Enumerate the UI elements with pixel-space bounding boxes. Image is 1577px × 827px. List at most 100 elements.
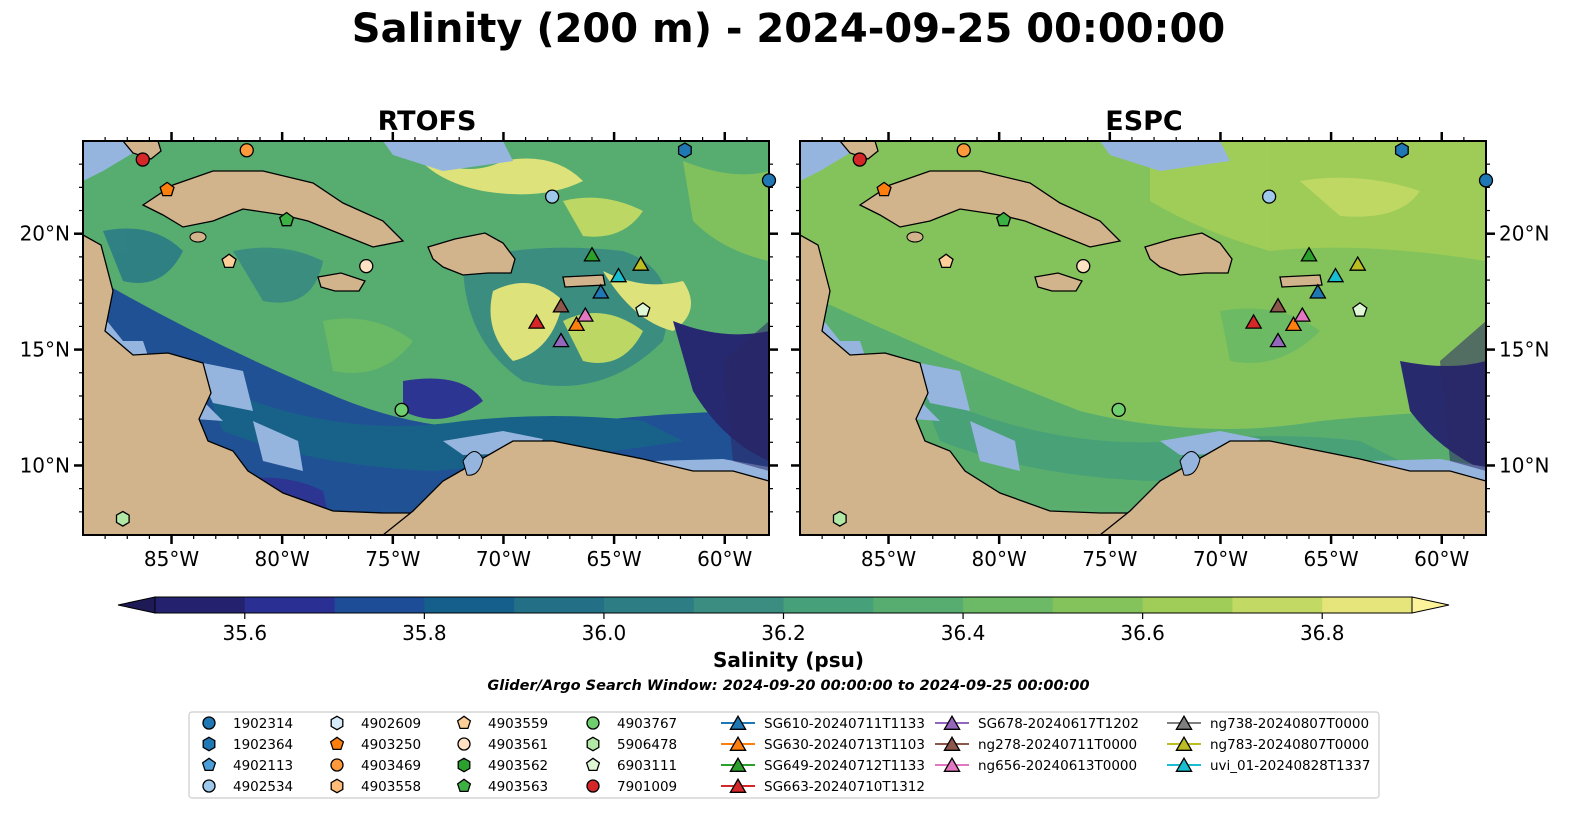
obs-marker-1902364 <box>677 142 692 159</box>
legend-label: ng278-20240711T0000 <box>978 737 1137 753</box>
x-tick-label: 85°W <box>144 547 199 571</box>
obs-marker-4903563 <box>278 211 295 227</box>
legend-marker-ng278-20240711T0000 <box>943 735 961 751</box>
colorbar-label: Salinity (psu) <box>712 648 864 672</box>
colorbar-tick-label: 35.6 <box>223 621 268 645</box>
obs-marker-uvi_01-20240828T1337 <box>1326 267 1345 283</box>
legend-marker-SG630-20240713T1103 <box>729 735 747 751</box>
legend-label: ng783-20240807T0000 <box>1210 737 1369 753</box>
legend-label: 1902364 <box>233 737 293 753</box>
legend-label: 4903562 <box>488 758 548 774</box>
map-rtofs <box>83 141 769 535</box>
obs-marker-ng278-20240711T0000 <box>1269 297 1287 313</box>
obs-marker-SG630-20240713T1103 <box>567 315 586 332</box>
legend-label: 1902314 <box>233 716 293 732</box>
legend-marker-ng738-20240807T0000 <box>1175 714 1193 730</box>
panel-title-espc: ESPC <box>1105 106 1183 137</box>
obs-marker-SG663-20240710T1312 <box>527 313 546 329</box>
colorbar-segment <box>1232 597 1323 613</box>
legend-marker-4903469 <box>330 758 344 772</box>
obs-marker-uvi_01-20240828T1337 <box>609 267 628 283</box>
obs-marker-4903469 <box>239 143 254 158</box>
y-tick-label: 15°N <box>1499 338 1549 362</box>
obs-marker-4903767 <box>1111 402 1126 417</box>
figure-title: Salinity (200 m) - 2024-09-25 00:00:00 <box>351 6 1226 52</box>
x-tick-label: 80°W <box>255 547 310 571</box>
legend-marker-4903562 <box>457 757 471 773</box>
legend-marker-1902314 <box>202 716 216 730</box>
colorbar-segment <box>155 597 246 613</box>
obs-marker-4903561 <box>359 259 374 274</box>
y-tick-label: 10°N <box>20 453 70 477</box>
obs-marker-4903767 <box>394 402 409 417</box>
legend-label: 6903111 <box>617 758 677 774</box>
colorbar-segment <box>873 597 964 613</box>
legend-label: 4903469 <box>361 758 421 774</box>
legend-marker-4903561 <box>457 737 471 751</box>
colorbar-segment <box>693 597 784 613</box>
x-tick-label: 65°W <box>586 547 641 571</box>
colorbar-segment <box>603 597 695 613</box>
x-tick-label: 85°W <box>861 547 916 571</box>
obs-marker-6903111 <box>1352 302 1368 317</box>
legend-label: ng738-20240807T0000 <box>1210 716 1369 732</box>
legend-marker-4903558 <box>330 778 344 794</box>
obs-marker-6903111 <box>635 302 651 317</box>
legend-label: 4903767 <box>617 716 677 732</box>
colorbar-segment <box>783 597 874 613</box>
x-tick-label: 80°W <box>972 547 1027 571</box>
legend-label: SG663-20240710T1312 <box>764 779 925 795</box>
legend-marker-4903559 <box>456 715 472 730</box>
legend-label: 4903250 <box>361 737 421 753</box>
colorbar-segment <box>1142 597 1233 613</box>
search-window-note: Glider/Argo Search Window: 2024-09-20 00… <box>487 678 1090 694</box>
legend-marker-SG649-20240712T1133 <box>729 756 747 772</box>
colorbar-tick-label: 36.0 <box>582 621 627 645</box>
obs-marker-SG610-20240711T1133 <box>1309 283 1327 299</box>
colorbar-tick-label: 35.8 <box>402 621 447 645</box>
obs-marker-4902534 <box>544 189 560 204</box>
obs-marker-5906478 <box>832 510 847 527</box>
obs-marker-4903561 <box>1076 259 1091 274</box>
legend-label: uvi_01-20240828T1337 <box>1210 758 1370 774</box>
y-tick-label: 20°N <box>1499 222 1549 246</box>
colorbar-segment <box>963 597 1054 613</box>
legend-marker-5906478 <box>586 736 600 752</box>
legend-marker-1902364 <box>202 736 216 752</box>
colorbar-segment <box>1322 597 1413 613</box>
legend-marker-ng783-20240807T0000 <box>1175 735 1193 751</box>
colorbar-extend-low <box>117 596 156 614</box>
legend-label: 4903559 <box>488 716 548 732</box>
obs-marker-ng656-20240613T0000 <box>576 306 595 322</box>
obs-marker-1902314 <box>761 173 777 188</box>
legend-label: ng656-20240613T0000 <box>978 758 1137 774</box>
y-tick-label: 10°N <box>1499 453 1549 477</box>
legend-label: SG649-20240712T1133 <box>764 758 925 774</box>
legend-marker-4902534 <box>202 779 216 793</box>
obs-marker-4903559 <box>221 253 237 269</box>
x-tick-label: 60°W <box>1414 547 1469 571</box>
legend-label: 4903558 <box>361 779 421 795</box>
legend-label: 4902609 <box>361 716 421 732</box>
obs-marker-SG678-20240617T1202 <box>552 332 570 348</box>
x-tick-label: 60°W <box>697 547 752 571</box>
obs-marker-5906478 <box>115 510 130 527</box>
colorbar-segment <box>334 597 425 613</box>
x-tick-label: 65°W <box>1303 547 1358 571</box>
legend-marker-4903563 <box>456 778 472 793</box>
legend-marker-6903111 <box>585 757 601 772</box>
legend-marker-7901009 <box>586 779 600 793</box>
obs-marker-4902534 <box>1261 189 1277 204</box>
obs-marker-ng783-20240807T0000 <box>1348 255 1367 271</box>
legend-label: SG678-20240617T1202 <box>978 716 1139 732</box>
obs-marker-ng278-20240711T0000 <box>552 297 570 313</box>
legend-marker-SG663-20240710T1312 <box>729 777 747 793</box>
x-tick-label: 70°W <box>476 547 531 571</box>
legend-marker-4903767 <box>586 716 600 730</box>
obs-marker-SG630-20240713T1103 <box>1284 315 1303 332</box>
colorbar-segment <box>424 597 515 613</box>
colorbar-tick-label: 36.4 <box>941 621 986 645</box>
colorbar-segment <box>514 597 605 613</box>
colorbar-segment <box>1052 597 1144 613</box>
